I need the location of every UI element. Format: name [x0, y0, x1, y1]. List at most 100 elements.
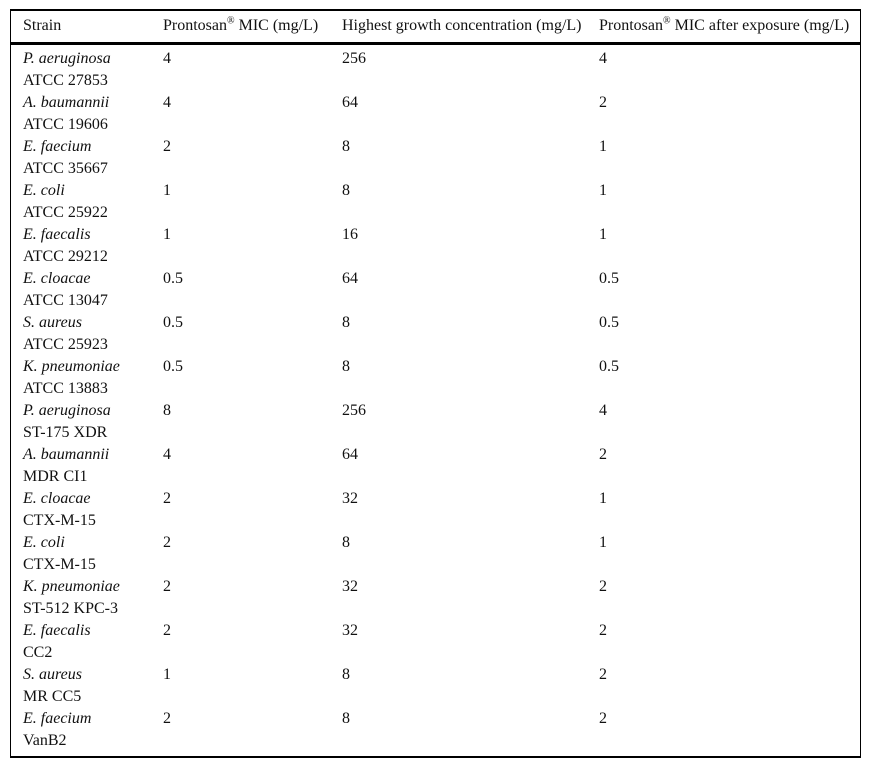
highest-growth-value: 64: [342, 94, 358, 111]
mic-cell: 0.5: [151, 356, 330, 400]
mic-cell: 1: [151, 180, 330, 224]
highest-growth-value: 8: [342, 534, 350, 551]
species-name: E. faecalis: [23, 226, 91, 243]
strain-identifier: ATCC 19606: [23, 116, 108, 133]
header-text: Prontosan: [599, 17, 663, 34]
highest-growth-value: 8: [342, 666, 350, 683]
species-name: E. cloacae: [23, 490, 91, 507]
strain-identifier: ST-175 XDR: [23, 424, 108, 441]
mic-after-cell: 2: [587, 576, 860, 620]
mic-value: 2: [163, 710, 171, 727]
mic-after-value: 2: [599, 578, 607, 595]
strain-cell: K. pneumoniae ATCC 13883: [11, 356, 151, 400]
strain-cell: E. cloacae ATCC 13047: [11, 268, 151, 312]
highest-growth-value: 256: [342, 50, 366, 67]
strain-cell: P. aeruginosa ATCC 27853: [11, 44, 151, 93]
table-row: E. faecalis ATCC 29212 1 16 1: [11, 224, 860, 268]
mic-cell: 4: [151, 444, 330, 488]
highest-growth-cell: 64: [330, 444, 587, 488]
table-row: E. cloacae CTX-M-15 2 32 1: [11, 488, 860, 532]
mic-after-cell: 1: [587, 488, 860, 532]
mic-cell: 2: [151, 708, 330, 756]
table-row: S. aureus ATCC 25923 0.5 8 0.5: [11, 312, 860, 356]
header-text: MIC after exposure (mg/L): [670, 17, 850, 34]
mic-after-cell: 4: [587, 400, 860, 444]
strain-identifier: ATCC 25923: [23, 336, 108, 353]
table-header-row: Strain Prontosan® MIC (mg/L) Highest gro…: [11, 11, 860, 45]
column-header-highest-growth: Highest growth concentration (mg/L): [330, 11, 587, 45]
strain-cell: S. aureus MR CC5: [11, 664, 151, 708]
species-name: E. faecium: [23, 138, 92, 155]
mic-results-table: Strain Prontosan® MIC (mg/L) Highest gro…: [11, 11, 860, 756]
strain-identifier: CTX-M-15: [23, 512, 96, 529]
mic-after-value: 2: [599, 622, 607, 639]
highest-growth-value: 8: [342, 358, 350, 375]
table-row: K. pneumoniae ST-512 KPC-3 2 32 2: [11, 576, 860, 620]
highest-growth-cell: 256: [330, 44, 587, 93]
strain-cell: A. baumannii MDR CI1: [11, 444, 151, 488]
strain-identifier: MDR CI1: [23, 468, 88, 485]
strain-identifier: ATCC 29212: [23, 248, 108, 265]
strain-cell: E. coli CTX-M-15: [11, 532, 151, 576]
table-row: K. pneumoniae ATCC 13883 0.5 8 0.5: [11, 356, 860, 400]
mic-after-cell: 4: [587, 44, 860, 93]
mic-after-cell: 0.5: [587, 356, 860, 400]
highest-growth-value: 256: [342, 402, 366, 419]
species-name: P. aeruginosa: [23, 50, 111, 67]
strain-cell: E. faecalis ATCC 29212: [11, 224, 151, 268]
highest-growth-value: 8: [342, 710, 350, 727]
highest-growth-cell: 8: [330, 532, 587, 576]
mic-value: 0.5: [163, 270, 183, 287]
mic-after-cell: 2: [587, 92, 860, 136]
column-header-mic-after-exposure: Prontosan® MIC after exposure (mg/L): [587, 11, 860, 45]
mic-cell: 2: [151, 576, 330, 620]
strain-cell: A. baumannii ATCC 19606: [11, 92, 151, 136]
mic-value: 1: [163, 226, 171, 243]
strain-identifier: CTX-M-15: [23, 556, 96, 573]
mic-value: 4: [163, 94, 171, 111]
mic-after-cell: 2: [587, 708, 860, 756]
strain-cell: E. coli ATCC 25922: [11, 180, 151, 224]
table-row: E. coli ATCC 25922 1 8 1: [11, 180, 860, 224]
mic-cell: 4: [151, 92, 330, 136]
strain-identifier: ATCC 25922: [23, 204, 108, 221]
highest-growth-value: 8: [342, 314, 350, 331]
strain-cell: E. cloacae CTX-M-15: [11, 488, 151, 532]
mic-after-value: 4: [599, 50, 607, 67]
highest-growth-value: 32: [342, 622, 358, 639]
mic-after-value: 4: [599, 402, 607, 419]
mic-cell: 1: [151, 224, 330, 268]
highest-growth-cell: 8: [330, 664, 587, 708]
table-row: E. faecium ATCC 35667 2 8 1: [11, 136, 860, 180]
mic-after-value: 0.5: [599, 270, 619, 287]
mic-after-value: 1: [599, 226, 607, 243]
strain-cell: E. faecalis CC2: [11, 620, 151, 664]
table-row: P. aeruginosa ATCC 27853 4 256 4: [11, 44, 860, 93]
highest-growth-cell: 8: [330, 356, 587, 400]
table-row: A. baumannii MDR CI1 4 64 2: [11, 444, 860, 488]
highest-growth-value: 64: [342, 270, 358, 287]
table-row: E. coli CTX-M-15 2 8 1: [11, 532, 860, 576]
strain-identifier: ST-512 KPC-3: [23, 600, 118, 617]
mic-after-value: 2: [599, 94, 607, 111]
highest-growth-cell: 8: [330, 708, 587, 756]
mic-value: 2: [163, 622, 171, 639]
strain-cell: E. faecium ATCC 35667: [11, 136, 151, 180]
mic-value: 2: [163, 138, 171, 155]
mic-cell: 2: [151, 488, 330, 532]
species-name: S. aureus: [23, 666, 82, 683]
mic-value: 0.5: [163, 314, 183, 331]
mic-after-value: 2: [599, 710, 607, 727]
mic-after-value: 2: [599, 666, 607, 683]
species-name: E. faecalis: [23, 622, 91, 639]
strain-identifier: ATCC 35667: [23, 160, 108, 177]
strain-cell: S. aureus ATCC 25923: [11, 312, 151, 356]
table-row: A. baumannii ATCC 19606 4 64 2: [11, 92, 860, 136]
strain-identifier: ATCC 13883: [23, 380, 108, 397]
mic-after-cell: 1: [587, 180, 860, 224]
highest-growth-value: 8: [342, 182, 350, 199]
strain-cell: E. faecium VanB2: [11, 708, 151, 756]
mic-value: 2: [163, 578, 171, 595]
species-name: E. cloacae: [23, 270, 91, 287]
species-name: E. coli: [23, 182, 65, 199]
